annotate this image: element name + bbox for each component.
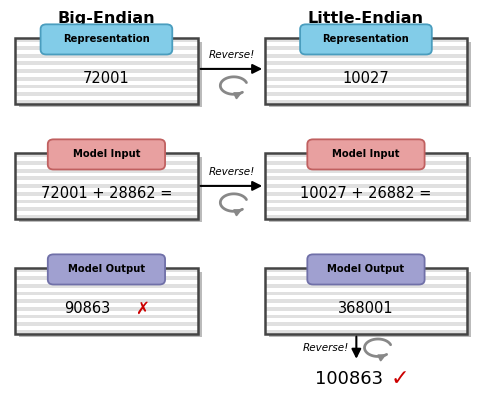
Bar [15, 69, 198, 73]
Bar [265, 330, 467, 334]
FancyBboxPatch shape [48, 139, 165, 170]
Bar [15, 330, 198, 334]
Bar [15, 153, 198, 157]
Bar [265, 46, 467, 50]
Bar [15, 199, 198, 203]
Bar [265, 284, 467, 288]
Bar [15, 268, 198, 272]
Text: Representation: Representation [322, 34, 409, 45]
FancyBboxPatch shape [269, 271, 471, 337]
Bar [265, 54, 467, 58]
Bar [265, 153, 467, 219]
FancyBboxPatch shape [300, 24, 432, 55]
Text: 72001 + 28862 =: 72001 + 28862 = [41, 187, 172, 201]
Bar [265, 299, 467, 303]
Bar [265, 268, 467, 334]
FancyBboxPatch shape [308, 139, 425, 170]
Text: Model Output: Model Output [68, 264, 145, 275]
Text: 100863: 100863 [315, 371, 383, 388]
Bar [265, 268, 467, 272]
Bar [15, 284, 198, 288]
FancyBboxPatch shape [40, 24, 172, 55]
Text: ✗: ✗ [135, 300, 149, 318]
Text: Big-Endian: Big-Endian [58, 11, 155, 25]
Bar [15, 169, 198, 173]
Text: 90863: 90863 [64, 301, 110, 316]
Text: ✓: ✓ [390, 369, 409, 390]
Bar [15, 268, 198, 334]
Bar [265, 307, 467, 311]
Bar [265, 184, 467, 188]
Bar [265, 291, 467, 295]
Bar [15, 207, 198, 211]
Bar [15, 314, 198, 318]
Text: 368001: 368001 [338, 301, 394, 316]
Bar [15, 176, 198, 180]
Bar [15, 153, 198, 219]
Bar [265, 207, 467, 211]
Bar [15, 38, 198, 42]
Bar [265, 169, 467, 173]
Bar [265, 215, 467, 219]
Bar [15, 100, 198, 104]
Text: 10027: 10027 [343, 72, 389, 86]
FancyBboxPatch shape [19, 156, 201, 222]
Bar [265, 38, 467, 104]
Text: Reverse!: Reverse! [303, 343, 349, 353]
Text: Model Input: Model Input [73, 149, 140, 160]
Bar [15, 77, 198, 81]
Bar [15, 61, 198, 65]
Text: Model Input: Model Input [332, 149, 400, 160]
Text: 72001: 72001 [83, 72, 130, 86]
Bar [15, 307, 198, 311]
Bar [265, 199, 467, 203]
Bar [265, 61, 467, 65]
FancyBboxPatch shape [19, 41, 201, 107]
Bar [15, 161, 198, 165]
Bar [265, 192, 467, 196]
Bar [15, 84, 198, 88]
Bar [265, 38, 467, 104]
Text: Reverse!: Reverse! [208, 167, 254, 177]
Text: 10027 + 26882 =: 10027 + 26882 = [300, 187, 432, 201]
Bar [265, 38, 467, 42]
FancyBboxPatch shape [269, 156, 471, 222]
Bar [265, 84, 467, 88]
Bar [15, 276, 198, 280]
Bar [265, 92, 467, 96]
Bar [15, 92, 198, 96]
Bar [265, 268, 467, 334]
FancyBboxPatch shape [308, 254, 425, 285]
Bar [15, 322, 198, 326]
Bar [265, 100, 467, 104]
Bar [265, 176, 467, 180]
Bar [265, 276, 467, 280]
Bar [265, 69, 467, 73]
Bar [15, 268, 198, 334]
Text: Reverse!: Reverse! [208, 50, 254, 60]
Text: Model Output: Model Output [327, 264, 404, 275]
Bar [15, 192, 198, 196]
Text: Representation: Representation [63, 34, 150, 45]
Bar [15, 215, 198, 219]
Bar [15, 38, 198, 104]
Bar [265, 314, 467, 318]
Bar [15, 54, 198, 58]
Bar [15, 291, 198, 295]
Bar [15, 153, 198, 219]
FancyBboxPatch shape [269, 41, 471, 107]
Bar [15, 38, 198, 104]
Bar [265, 77, 467, 81]
FancyBboxPatch shape [48, 254, 165, 285]
Bar [265, 161, 467, 165]
Bar [15, 299, 198, 303]
Bar [265, 153, 467, 219]
Bar [265, 153, 467, 157]
Text: Little-Endian: Little-Endian [308, 11, 424, 25]
Bar [265, 322, 467, 326]
Bar [15, 46, 198, 50]
FancyBboxPatch shape [19, 271, 201, 337]
Bar [15, 184, 198, 188]
